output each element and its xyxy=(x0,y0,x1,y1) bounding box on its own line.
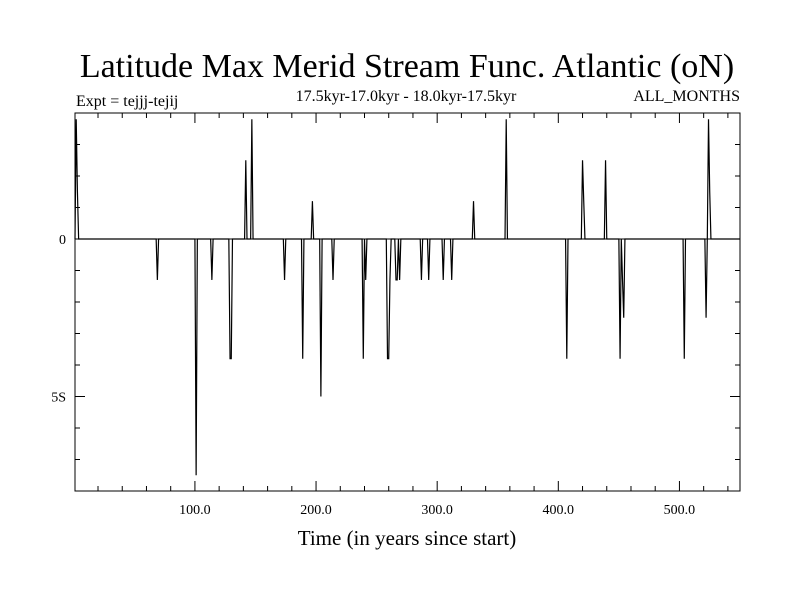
x-tick-label: 100.0 xyxy=(179,503,211,518)
x-axis-label: Time (in years since start) xyxy=(298,526,517,550)
axis-tick-labels: 100.0 200.0 300.0 400.0 500.0 0 5S xyxy=(51,233,695,518)
period-label: 17.5kyr-17.0kyr - 18.0kyr-17.5kyr xyxy=(296,88,517,105)
months-label: ALL_MONTHS xyxy=(633,88,740,105)
experiment-label: Expt = tejjj-tejij xyxy=(76,93,178,110)
chart-title: Latitude Max Merid Stream Func. Atlantic… xyxy=(80,48,734,85)
series-line xyxy=(74,119,740,476)
axis-ticks xyxy=(75,112,740,492)
x-tick-label: 200.0 xyxy=(300,503,332,518)
y-tick-label: 5S xyxy=(51,391,66,406)
x-tick-label: 500.0 xyxy=(664,503,696,518)
plot-frame xyxy=(74,112,741,492)
y-tick-label: 0 xyxy=(59,233,66,248)
x-tick-label: 400.0 xyxy=(543,503,575,518)
x-tick-label: 300.0 xyxy=(421,503,453,518)
